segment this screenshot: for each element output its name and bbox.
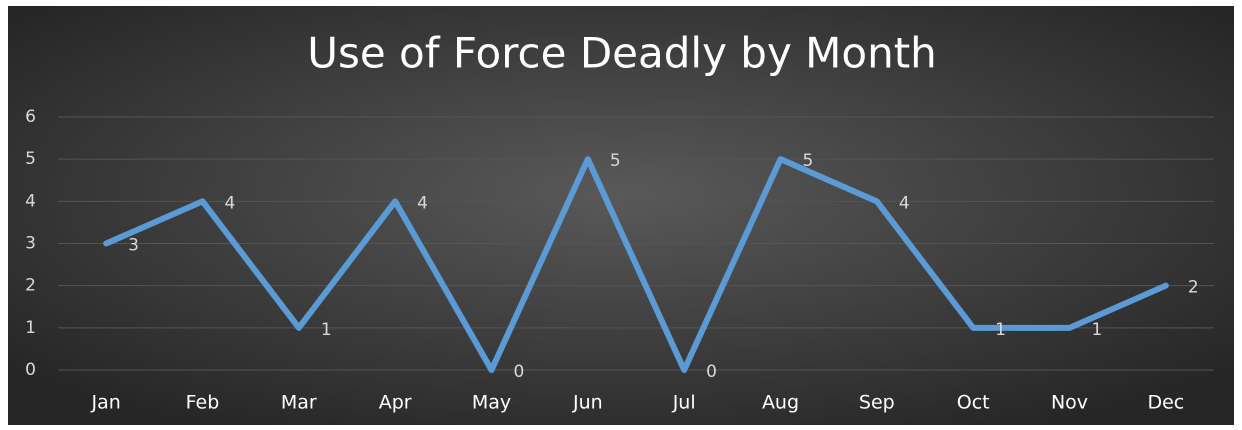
x-tick-label: Dec <box>1147 392 1184 414</box>
data-label: 1 <box>995 320 1006 340</box>
data-label: 0 <box>514 362 525 382</box>
x-tick-label: Feb <box>186 392 220 414</box>
x-tick-label: Mar <box>281 392 317 414</box>
x-tick-label: Apr <box>379 392 412 414</box>
x-tick-label: Jan <box>91 392 121 414</box>
x-tick-label: Jul <box>672 392 696 414</box>
data-label: 4 <box>899 193 910 213</box>
y-tick-label: 5 <box>25 149 36 169</box>
y-tick-label: 4 <box>25 191 36 211</box>
y-tick-label: 2 <box>25 276 36 296</box>
y-tick-label: 0 <box>25 360 36 380</box>
data-label: 4 <box>225 193 236 213</box>
x-tick-label: Jun <box>572 392 603 414</box>
data-label: 0 <box>706 362 717 382</box>
y-tick-label: 3 <box>25 234 36 254</box>
data-line <box>103 156 1169 373</box>
data-label: 5 <box>803 151 814 171</box>
chart-title: Use of Force Deadly by Month <box>307 29 937 78</box>
x-tick-label: Oct <box>957 392 990 414</box>
data-label: 4 <box>417 193 428 213</box>
data-label: 2 <box>1188 278 1199 298</box>
y-tick-label: 1 <box>25 318 36 338</box>
y-tick-label: 6 <box>25 107 36 127</box>
data-label: 1 <box>1092 320 1103 340</box>
data-label: 1 <box>321 320 332 340</box>
data-label: 5 <box>610 151 621 171</box>
x-tick-label: May <box>472 392 511 414</box>
data-label: 3 <box>128 236 139 256</box>
x-tick-label: Sep <box>859 392 895 414</box>
x-tick-label: Aug <box>762 392 799 414</box>
x-tick-label: Nov <box>1051 392 1088 414</box>
